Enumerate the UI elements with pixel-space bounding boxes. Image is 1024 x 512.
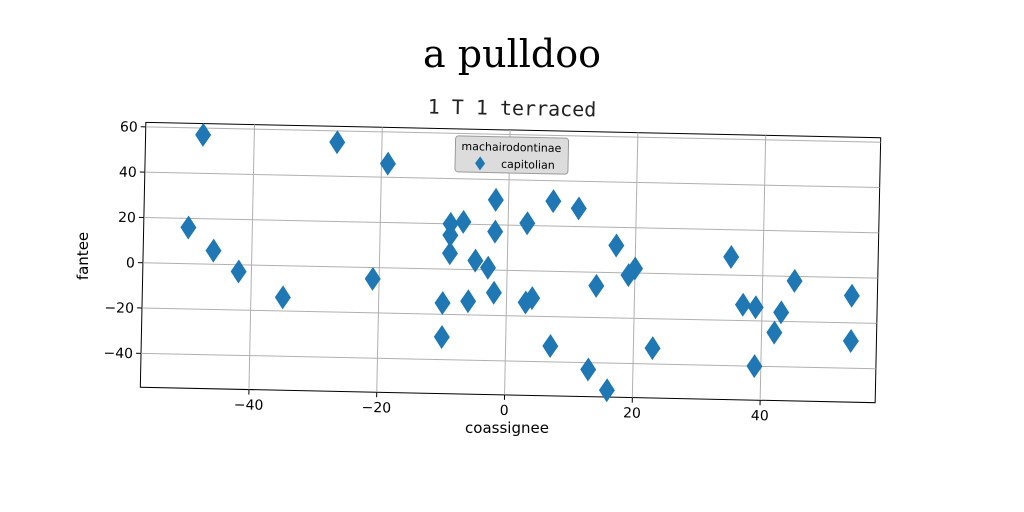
plot-area — [139, 121, 882, 404]
y-tick-label: 60 — [120, 119, 138, 135]
data-point — [542, 334, 559, 359]
x-tick-label: 40 — [751, 408, 769, 424]
x-tick-label: 20 — [623, 405, 641, 421]
data-point — [570, 196, 587, 221]
x-axis-label: coassignee — [465, 419, 549, 437]
data-point — [608, 233, 625, 258]
data-point — [843, 283, 860, 308]
data-point — [487, 187, 504, 212]
y-gridline — [141, 307, 877, 324]
legend-title: machairodontinae — [461, 140, 561, 155]
y-gridline — [145, 126, 881, 143]
data-point — [766, 320, 783, 345]
data-point — [524, 286, 541, 311]
data-point — [580, 357, 597, 382]
data-point — [487, 219, 504, 244]
data-point — [598, 378, 615, 403]
y-tick-label: −20 — [104, 300, 134, 317]
data-point — [442, 223, 459, 248]
data-point — [455, 209, 472, 234]
data-point — [205, 238, 222, 263]
data-point — [434, 291, 451, 315]
data-point — [773, 300, 790, 325]
data-point — [460, 289, 477, 314]
data-point — [433, 324, 450, 349]
data-point — [588, 273, 605, 298]
data-point — [485, 280, 502, 305]
data-point — [747, 295, 764, 320]
x-gridline — [248, 124, 255, 390]
data-point — [734, 292, 751, 317]
y-gridline — [142, 262, 878, 279]
y-tick-label: −40 — [103, 346, 133, 363]
data-point — [723, 244, 740, 269]
y-tick-label: 20 — [118, 210, 136, 226]
data-point — [627, 256, 644, 281]
legend-entry: capitolian — [501, 158, 555, 172]
data-point — [364, 266, 381, 291]
data-point — [441, 241, 458, 266]
y-tick-label: 40 — [119, 165, 137, 181]
data-point — [746, 354, 763, 379]
data-point — [379, 151, 396, 176]
data-point — [195, 122, 212, 147]
y-axis-label: fantee — [74, 232, 92, 280]
data-point — [842, 329, 859, 353]
chart-title: a pulldoo — [423, 32, 601, 76]
x-gridline — [376, 127, 383, 393]
x-tick-label: 0 — [500, 403, 509, 419]
data-point — [180, 215, 197, 240]
data-point — [644, 336, 661, 361]
x-gridline — [759, 135, 767, 401]
data-point — [519, 211, 536, 236]
data-point — [329, 130, 346, 155]
data-point — [545, 189, 562, 214]
data-point — [467, 248, 484, 273]
data-point — [480, 255, 497, 280]
x-gridline — [504, 129, 511, 395]
y-gridline — [144, 171, 880, 189]
data-point — [274, 285, 291, 310]
legend: machairodontinae capitolian — [454, 135, 570, 175]
x-tick-label: −40 — [234, 397, 264, 414]
legend-marker — [475, 156, 486, 171]
data-point — [230, 259, 247, 284]
y-gridline — [143, 216, 879, 234]
y-tick-label: 0 — [126, 255, 135, 271]
data-point — [786, 268, 803, 293]
x-tick-label: −20 — [361, 400, 391, 417]
